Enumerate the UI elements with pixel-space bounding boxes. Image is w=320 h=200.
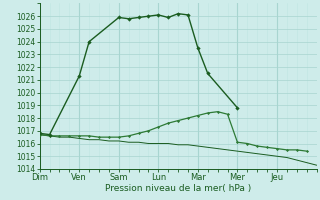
X-axis label: Pression niveau de la mer( hPa ): Pression niveau de la mer( hPa ) bbox=[105, 184, 251, 193]
